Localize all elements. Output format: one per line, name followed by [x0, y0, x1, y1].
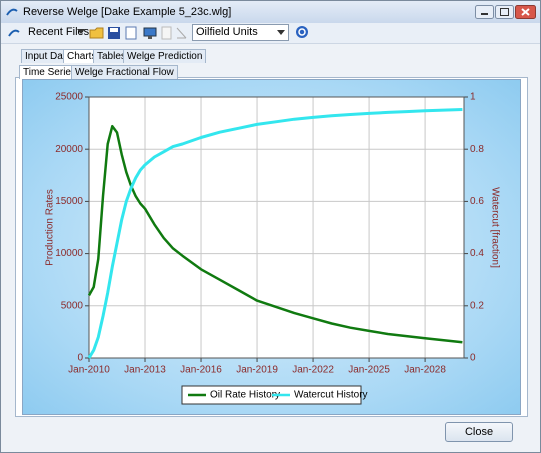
- close-button[interactable]: Close: [445, 422, 513, 442]
- window-buttons[interactable]: [475, 5, 537, 20]
- y-tick-label: 0: [77, 353, 83, 364]
- help-icon[interactable]: [295, 25, 309, 39]
- series-line: [87, 108, 463, 359]
- y2-tick-label: 0.6: [470, 196, 484, 207]
- x-tick-label: Jan-2022: [292, 365, 334, 376]
- x-tick-label: Jan-2010: [68, 365, 110, 376]
- title-bar: Reverse Welge [Dake Example 5_23c.wlg]: [1, 1, 540, 23]
- x-tick-label: Jan-2019: [236, 365, 278, 376]
- y2-axis-label: Watercut [fraction]: [489, 187, 500, 268]
- tab[interactable]: Welge Prediction: [123, 49, 207, 63]
- y2-tick-label: 0.8: [470, 144, 484, 155]
- chart-panel: 0 5000 10000 15000 20000 25000 0 0.2 0.4 0.6 0.8 1 J…: [22, 79, 521, 415]
- recent-files-menu[interactable]: Recent Files: [28, 26, 90, 38]
- legend-label: Oil Rate History: [210, 390, 280, 401]
- y2-tick-label: 1: [470, 92, 476, 103]
- series-line: [87, 124, 463, 344]
- toolbar-icons[interactable]: [89, 25, 189, 41]
- y-tick-label: 5000: [61, 300, 84, 311]
- y-tick-label: 15000: [55, 196, 83, 207]
- units-value: Oilfield Units: [196, 26, 258, 38]
- x-tick-label: Jan-2016: [180, 365, 222, 376]
- x-tick-label: Jan-2025: [348, 365, 390, 376]
- dropdown-arrow: [277, 30, 285, 35]
- y-tick-label: 20000: [55, 144, 83, 155]
- legend-box: [181, 385, 362, 405]
- y2-tick-label: 0: [470, 353, 476, 364]
- chart: 0 5000 10000 15000 20000 25000 0 0.2 0.4 0.6 0.8 1 J…: [45, 92, 500, 405]
- legend-label: Watercut History: [294, 390, 368, 401]
- legend: Oil Rate History Watercut History: [181, 385, 368, 405]
- y-axis-label: Production Rates: [45, 189, 56, 266]
- y2-tick-label: 0.4: [470, 248, 484, 259]
- y2-tick-label: 0.2: [470, 300, 484, 311]
- y-tick-label: 25000: [55, 92, 83, 103]
- units-select[interactable]: Oilfield Units: [192, 24, 289, 41]
- plot-border: [88, 96, 465, 359]
- dropdown-arrow[interactable]: [77, 29, 85, 35]
- toolbar: Recent Files Oilfield Units: [1, 23, 540, 44]
- plot-area: [89, 97, 464, 358]
- window-title: Reverse Welge [Dake Example 5_23c.wlg]: [23, 6, 232, 18]
- app-icon: [8, 29, 20, 37]
- x-tick-label: Jan-2028: [404, 365, 446, 376]
- subtab[interactable]: Welge Fractional Flow: [71, 65, 178, 79]
- x-tick-label: Jan-2013: [124, 365, 166, 376]
- app-icon: [6, 8, 18, 16]
- y-tick-label: 10000: [55, 248, 83, 259]
